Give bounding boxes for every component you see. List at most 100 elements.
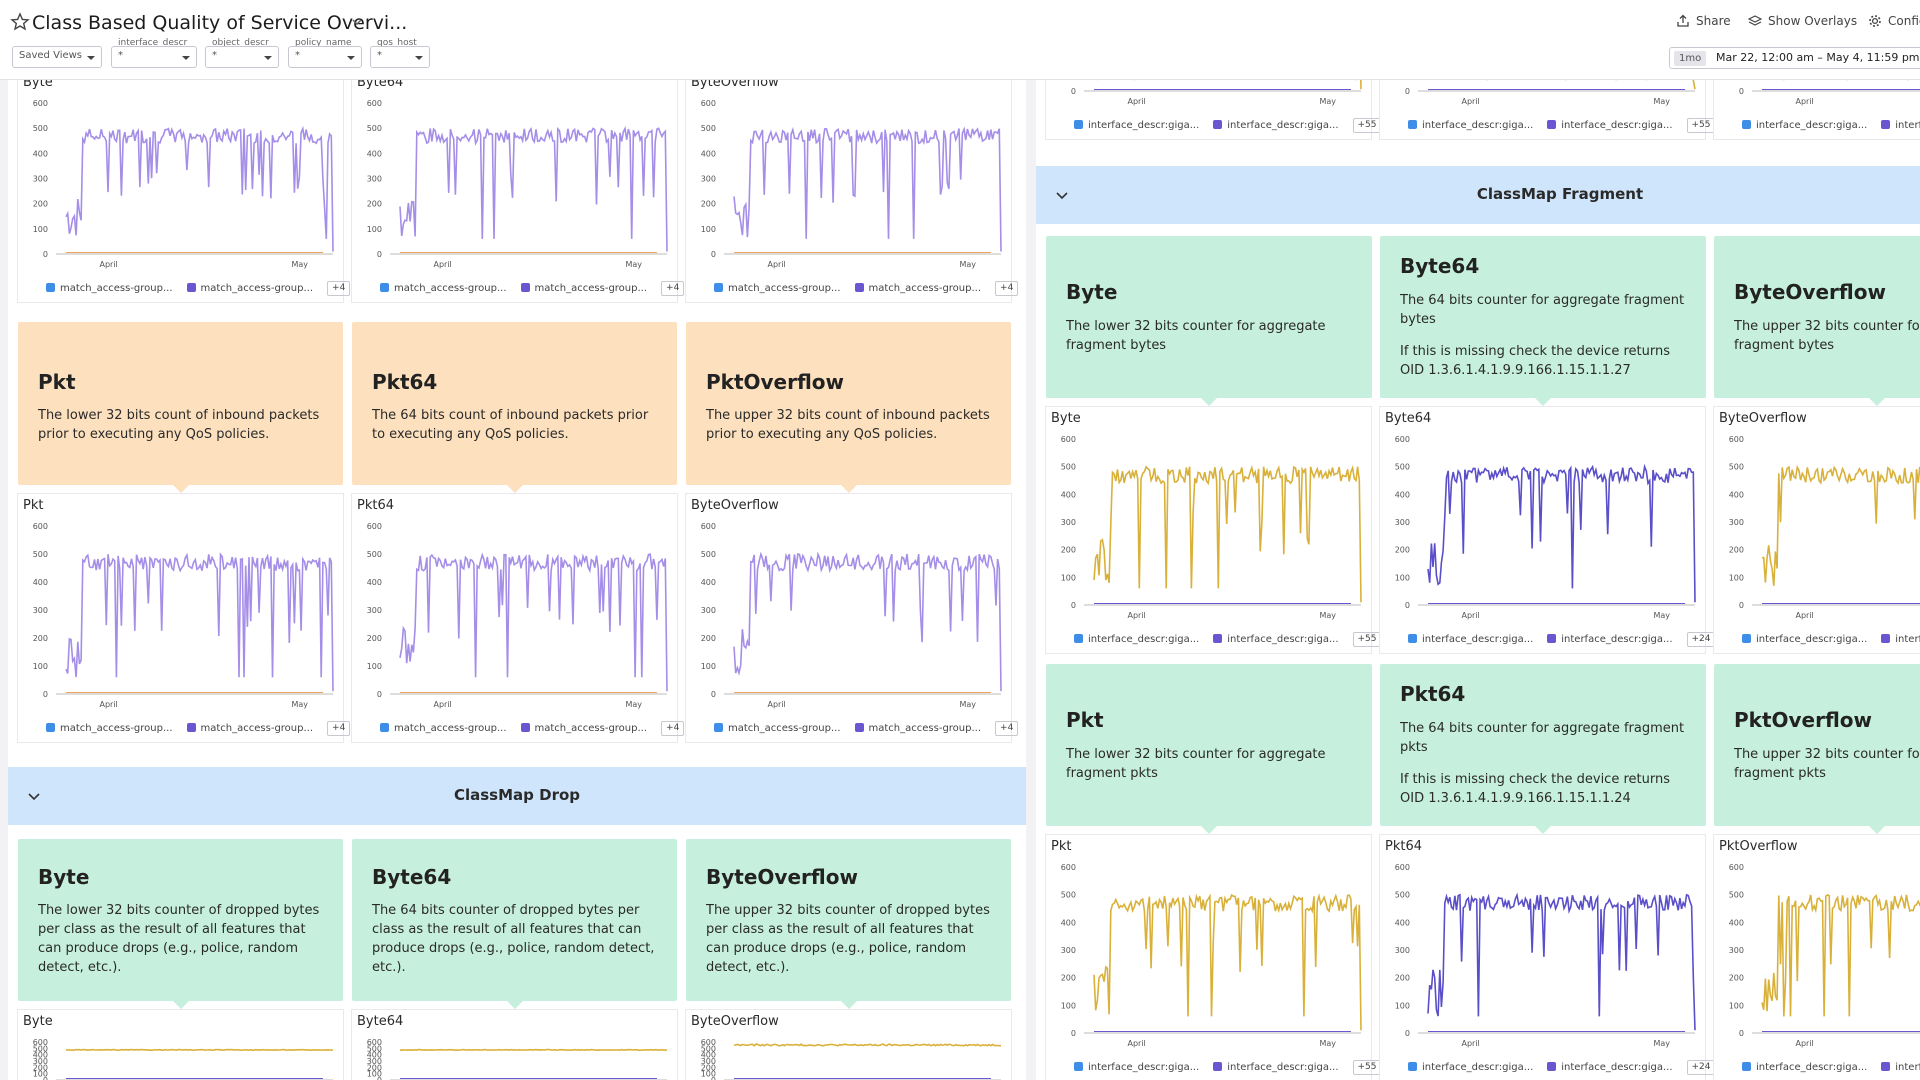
legend-item[interactable]: interface_descr:giga... xyxy=(1547,119,1673,131)
chart-widget[interactable]: ByteOverflow match_access-group... match… xyxy=(685,80,1019,303)
saved-views-dropdown[interactable]: Saved Views xyxy=(12,46,102,68)
legend-item[interactable]: interface_descr:giga... xyxy=(1408,1061,1533,1073)
legend-item[interactable]: interface_descr:giga... xyxy=(1547,1061,1673,1073)
note-title: ByteOverflow xyxy=(1734,280,1886,304)
legend-more-badge[interactable]: +4 xyxy=(327,280,351,296)
legend-item[interactable]: match_access-group... xyxy=(714,282,841,294)
filter-interface-descr[interactable]: interface_descr * xyxy=(111,38,197,68)
chart-widget[interactable]: Byte match_access-group... match_access-… xyxy=(17,80,351,303)
chart-widget[interactable]: interface_descr:giga... interface_descr:… xyxy=(1379,80,1716,140)
legend-more-badge[interactable]: +4 xyxy=(661,720,685,736)
series-line xyxy=(733,126,1002,252)
legend-more-badge[interactable]: +55 xyxy=(1352,631,1382,647)
chart-legend: interface_descr:giga... interface_descr:… xyxy=(1408,117,1716,133)
legend-item[interactable]: interface_descr:giga... xyxy=(1213,1061,1339,1073)
legend-more-badge[interactable]: +24 xyxy=(1686,631,1716,647)
group-header-classmap-fragment[interactable]: ClassMap Fragment xyxy=(1036,166,1920,224)
filter-value-box[interactable]: * xyxy=(205,46,279,68)
legend-item[interactable]: match_access-group... xyxy=(520,282,647,294)
chart-widget[interactable]: Pkt64 match_access-group... match_access… xyxy=(351,493,685,743)
legend-more-badge[interactable]: +55 xyxy=(1352,117,1382,133)
share-button[interactable]: Share xyxy=(1676,14,1731,28)
legend-more-badge[interactable]: +55 xyxy=(1352,1059,1382,1075)
chart-widget[interactable]: Pkt64 interface_descr:giga... interface_… xyxy=(1379,834,1716,1080)
legend-more-badge[interactable]: +55 xyxy=(1686,117,1716,133)
legend-item[interactable]: match_access-group... xyxy=(714,722,841,734)
y-tick-label: 600 xyxy=(1729,435,1744,444)
legend-label: interface_descr:giga... xyxy=(1756,633,1868,645)
legend-item[interactable]: interface_descr:giga... xyxy=(1213,119,1339,131)
legend-swatch xyxy=(1547,633,1557,643)
chart-widget[interactable]: Byte64 interface_descr:giga... interface… xyxy=(1379,406,1716,654)
legend-label: interface_descr:giga... xyxy=(1895,119,1920,131)
legend-item[interactable]: interface_descr:giga... xyxy=(1074,119,1199,131)
legend-more-badge[interactable]: +24 xyxy=(1686,1059,1716,1075)
legend-more-badge[interactable]: +4 xyxy=(995,280,1019,296)
saved-views-select[interactable]: Saved Views xyxy=(12,38,102,68)
filter-qos-host[interactable]: qos_host * xyxy=(370,38,430,68)
legend-item[interactable]: match_access-group... xyxy=(46,282,173,294)
legend-item[interactable]: interface_descr:giga... xyxy=(1213,633,1339,645)
chart-widget[interactable]: Byte interface_descr:giga... interface_d… xyxy=(1045,406,1382,654)
y-tick-label: 300 xyxy=(1395,518,1410,527)
legend-more-badge[interactable]: +4 xyxy=(995,720,1019,736)
configure-button[interactable]: Configure xyxy=(1868,14,1920,28)
dashboard-title[interactable]: Class Based Quality of Service Overvi... xyxy=(32,12,408,34)
chart-widget[interactable]: Pkt match_access-group... match_access-g… xyxy=(17,493,351,743)
chart-widget[interactable]: Byte64 match_access-group... match_acces… xyxy=(351,80,685,303)
legend-more-badge[interactable]: +4 xyxy=(327,720,351,736)
legend-item[interactable]: match_access-group... xyxy=(186,722,313,734)
legend-item[interactable]: match_access-group... xyxy=(854,282,981,294)
legend-item[interactable]: match_access-group... xyxy=(854,722,981,734)
filter-value-box[interactable]: * xyxy=(288,46,362,68)
chevron-down-icon[interactable] xyxy=(26,788,42,804)
group-header-classmap-drop[interactable]: ClassMap Drop xyxy=(8,767,1026,825)
y-tick-label: 200 xyxy=(1061,974,1076,983)
note-title: Byte64 xyxy=(372,865,452,889)
star-icon[interactable] xyxy=(10,12,30,32)
x-tick-label: April xyxy=(1461,1039,1479,1048)
legend-item[interactable]: interface_descr:giga... xyxy=(1408,119,1533,131)
chart-widget[interactable]: PktOverflow interface_descr:giga... inte… xyxy=(1713,834,1920,1080)
legend-item[interactable]: interface_descr:giga... xyxy=(1742,1061,1867,1073)
time-range-picker[interactable]: 1mo Mar 22, 12:00 am – May 4, 11:59 pm xyxy=(1669,47,1920,69)
share-icon xyxy=(1677,14,1689,27)
chevron-down-icon[interactable] xyxy=(1054,187,1070,203)
chevron-down-icon[interactable] xyxy=(350,15,364,29)
legend-item[interactable]: match_access-group... xyxy=(380,722,507,734)
chart-widget[interactable]: interface_descr:giga... interface_descr:… xyxy=(1045,80,1382,140)
y-tick-label: 100 xyxy=(1729,573,1744,582)
filter-value-box[interactable]: * xyxy=(111,46,197,68)
y-tick-label: 0 xyxy=(43,1076,48,1080)
legend-item[interactable]: interface_descr:giga... xyxy=(1074,1061,1199,1073)
legend-item[interactable]: match_access-group... xyxy=(186,282,313,294)
filter-object-descr[interactable]: object_descr * xyxy=(205,38,279,68)
legend-item[interactable]: interface_descr:giga... xyxy=(1881,633,1920,645)
legend-item[interactable]: interface_descr:giga... xyxy=(1074,633,1199,645)
legend-item[interactable]: match_access-group... xyxy=(46,722,173,734)
chart-widget[interactable]: Pkt interface_descr:giga... interface_de… xyxy=(1045,834,1382,1080)
time-span-chip[interactable]: 1mo xyxy=(1674,51,1707,66)
filter-value-box[interactable]: * xyxy=(370,46,430,68)
legend-swatch xyxy=(380,282,389,292)
legend-item[interactable]: match_access-group... xyxy=(380,282,507,294)
legend-more-badge[interactable]: +4 xyxy=(661,280,685,296)
chart-widget[interactable]: ByteOverflow match_access-group... match… xyxy=(685,493,1019,743)
y-tick-label: 0 xyxy=(711,250,716,259)
chart-widget[interactable]: interface_descr:giga... interface_descr:… xyxy=(1713,80,1920,140)
filter-policy-name[interactable]: policy_name * xyxy=(288,38,362,68)
legend-item[interactable]: interface_descr:giga... xyxy=(1408,633,1533,645)
show-overlays-button[interactable]: Show Overlays xyxy=(1748,14,1857,28)
series-line xyxy=(1485,80,1696,90)
chart-widget[interactable]: ByteOverflow interface_descr:giga... int… xyxy=(1713,406,1920,654)
legend-item[interactable]: interface_descr:giga... xyxy=(1742,119,1867,131)
legend-item[interactable]: interface_descr:giga... xyxy=(1881,119,1920,131)
legend-item[interactable]: interface_descr:giga... xyxy=(1547,633,1673,645)
legend-item[interactable]: interface_descr:giga... xyxy=(1742,633,1868,645)
legend-item[interactable]: match_access-group... xyxy=(520,722,647,734)
legend-item[interactable]: interface_descr:giga... xyxy=(1881,1061,1920,1073)
